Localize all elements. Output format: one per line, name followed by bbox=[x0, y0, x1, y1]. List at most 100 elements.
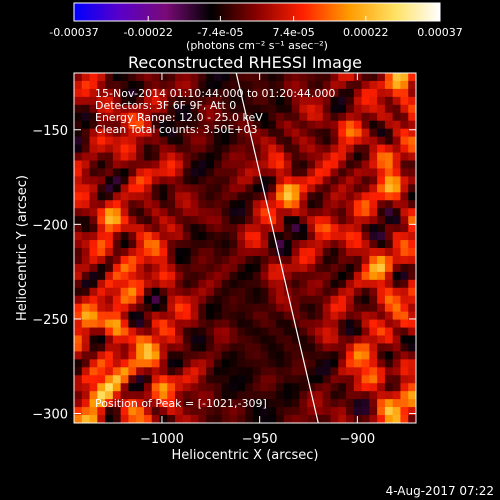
heatmap-cell bbox=[353, 263, 363, 273]
heatmap-cell bbox=[346, 144, 355, 154]
heatmap-cell bbox=[307, 359, 316, 368]
heatmap-cell bbox=[89, 375, 98, 384]
heatmap-cell bbox=[291, 184, 301, 193]
heatmap-cell bbox=[260, 335, 269, 345]
heatmap-cell bbox=[167, 128, 176, 138]
heatmap-cell bbox=[268, 367, 277, 376]
heatmap-cell bbox=[330, 351, 339, 360]
heatmap-cell bbox=[252, 359, 262, 368]
heatmap-cell bbox=[182, 263, 192, 273]
heatmap-cell bbox=[245, 73, 254, 82]
heatmap-cell bbox=[81, 327, 91, 337]
x-tick-label: −1000 bbox=[140, 432, 184, 447]
heatmap-cell bbox=[346, 375, 355, 384]
heatmap-cell bbox=[221, 232, 231, 241]
heatmap-cell bbox=[260, 216, 269, 225]
heatmap-cell bbox=[314, 303, 324, 313]
heatmap-cell bbox=[361, 184, 370, 193]
heatmap-cell bbox=[74, 96, 83, 106]
heatmap-cell bbox=[136, 152, 145, 162]
heatmap-cell bbox=[175, 224, 184, 233]
heatmap-cell bbox=[120, 367, 130, 376]
heatmap-cell bbox=[105, 367, 114, 376]
heatmap-cell bbox=[268, 152, 277, 162]
heatmap-cell bbox=[112, 208, 122, 217]
heatmap-cell bbox=[392, 327, 402, 337]
heatmap-cell bbox=[408, 184, 416, 193]
heatmap-cell bbox=[245, 152, 254, 162]
heatmap-cell bbox=[369, 415, 378, 423]
heatmap-cell bbox=[307, 327, 316, 337]
heatmap-cell bbox=[260, 343, 269, 352]
heatmap-cell bbox=[338, 192, 347, 201]
heatmap-cell bbox=[276, 263, 285, 273]
heatmap-cell bbox=[120, 335, 130, 345]
heatmap-cell bbox=[392, 343, 402, 352]
heatmap-cell bbox=[120, 255, 130, 265]
heatmap-cell bbox=[384, 303, 394, 313]
heatmap-cell bbox=[105, 335, 114, 345]
heatmap-cell bbox=[237, 160, 246, 170]
heatmap-cell bbox=[136, 192, 145, 201]
heatmap-cell bbox=[97, 335, 106, 345]
heatmap-cell bbox=[338, 176, 347, 185]
heatmap-cell bbox=[260, 375, 269, 384]
heatmap-cell bbox=[159, 192, 168, 201]
heatmap-cell bbox=[198, 168, 207, 177]
heatmap-cell bbox=[112, 248, 122, 257]
heatmap-cell bbox=[136, 375, 145, 384]
heatmap-cell bbox=[260, 128, 269, 138]
heatmap-cell bbox=[408, 255, 416, 265]
heatmap-cell bbox=[143, 168, 153, 177]
heatmap-cell bbox=[105, 327, 114, 337]
heatmap-cell bbox=[213, 367, 223, 376]
heatmap-cell bbox=[74, 311, 83, 321]
heatmap-cell bbox=[81, 415, 91, 423]
heatmap-cell bbox=[314, 96, 324, 106]
heatmap-cell bbox=[136, 248, 145, 257]
heatmap-cell bbox=[392, 168, 402, 177]
heatmap-cell bbox=[198, 200, 207, 209]
heatmap-cell bbox=[143, 216, 153, 225]
heatmap-cell bbox=[175, 343, 184, 352]
heatmap-cell bbox=[276, 184, 285, 193]
heatmap-cell bbox=[74, 367, 83, 376]
heatmap-cell bbox=[260, 184, 269, 193]
heatmap-cell bbox=[120, 232, 130, 241]
heatmap-cell bbox=[112, 200, 122, 209]
heatmap-cell bbox=[408, 152, 416, 162]
heatmap-cell bbox=[377, 200, 386, 209]
heatmap-cell bbox=[276, 192, 285, 201]
heatmap-cell bbox=[198, 73, 207, 82]
heatmap-cell bbox=[136, 391, 145, 400]
heatmap-cell bbox=[112, 295, 122, 305]
heatmap-cell bbox=[81, 224, 91, 233]
heatmap-cell bbox=[252, 287, 262, 297]
heatmap-cell bbox=[213, 208, 223, 217]
heatmap-cell bbox=[97, 73, 106, 82]
heatmap-cell bbox=[392, 415, 402, 423]
colorbar-units-label: (photons cm⁻² s⁻¹ asec⁻²) bbox=[186, 39, 328, 52]
heatmap-cell bbox=[143, 120, 153, 130]
heatmap-cell bbox=[299, 200, 308, 209]
heatmap-cell bbox=[97, 359, 106, 368]
heatmap-cell bbox=[206, 160, 215, 170]
heatmap-cell bbox=[89, 303, 98, 313]
heatmap-cell bbox=[400, 144, 409, 154]
heatmap-cell bbox=[400, 319, 409, 329]
heatmap-cell bbox=[221, 184, 231, 193]
heatmap-cell bbox=[136, 120, 145, 130]
heatmap-cell bbox=[276, 224, 285, 233]
heatmap-cell bbox=[143, 319, 153, 329]
heatmap-cell bbox=[112, 343, 122, 352]
heatmap-cell bbox=[167, 144, 176, 154]
annotation-energy-range: Energy Range: 12.0 - 25.0 keV bbox=[95, 111, 263, 124]
heatmap-cell bbox=[182, 415, 192, 423]
heatmap-cell bbox=[128, 287, 137, 297]
heatmap-cell bbox=[128, 88, 137, 98]
heatmap-cell bbox=[245, 248, 254, 257]
heatmap-cell bbox=[346, 327, 355, 337]
heatmap-cell bbox=[74, 136, 83, 146]
heatmap-cell bbox=[190, 184, 199, 193]
heatmap-cell bbox=[159, 279, 168, 289]
